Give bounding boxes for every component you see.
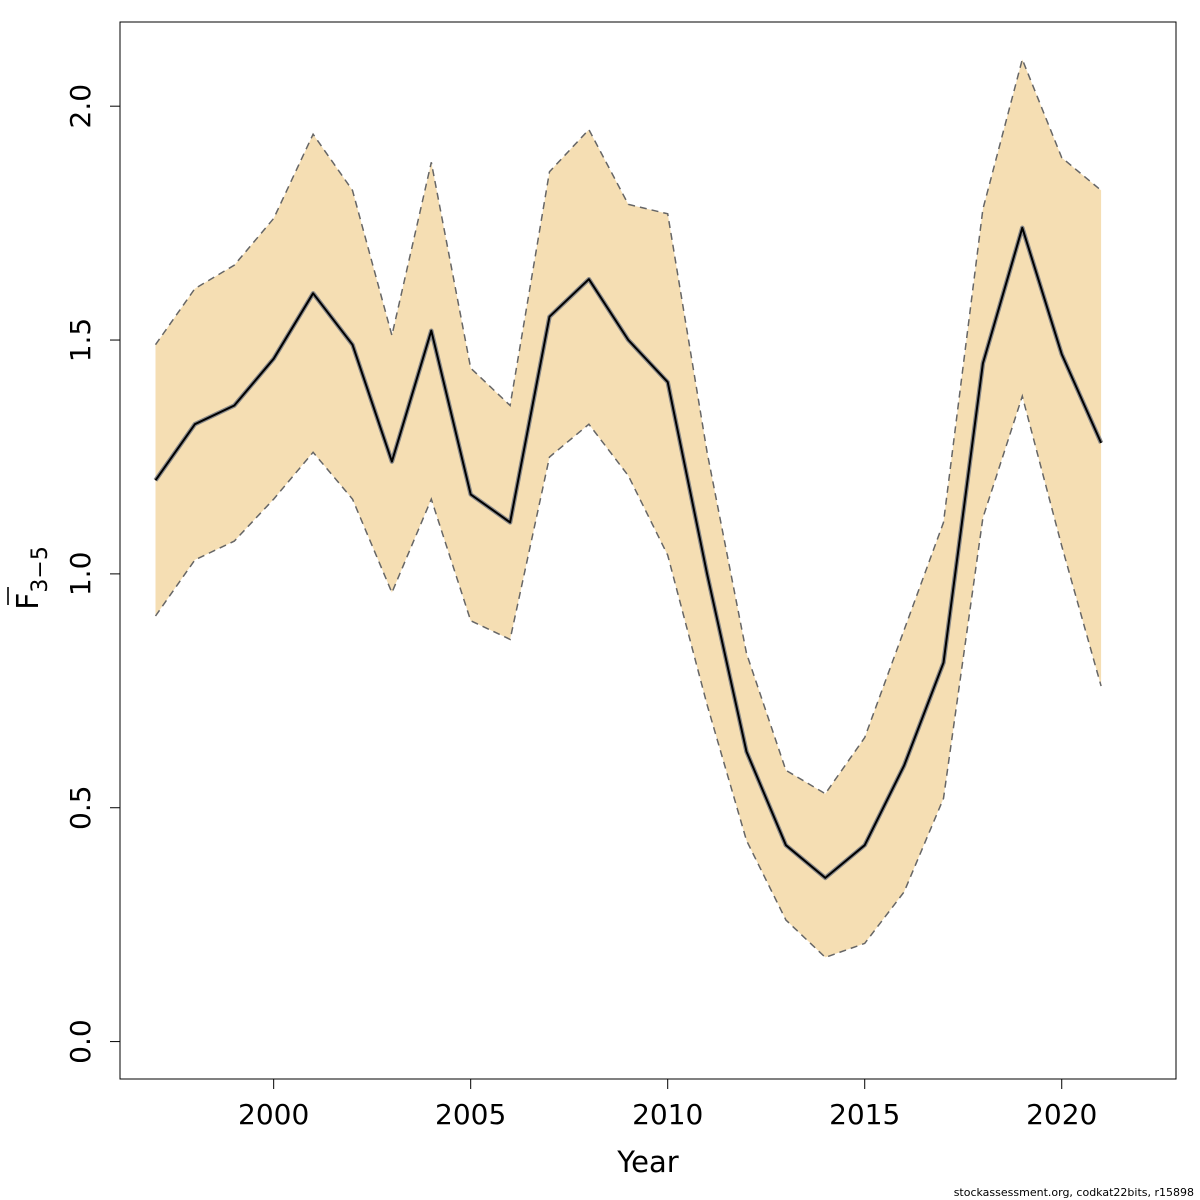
estimate-series bbox=[153, 225, 1104, 881]
y-tick-label: 0.5 bbox=[64, 785, 97, 830]
confidence-band bbox=[155, 59, 1102, 958]
estimate-line bbox=[154, 226, 1103, 879]
y-axis-label-main: F bbox=[11, 593, 46, 610]
y-tick-label: 1.5 bbox=[64, 318, 97, 363]
x-tick-label: 2005 bbox=[435, 1098, 506, 1131]
y-tick-label: 2.0 bbox=[64, 84, 97, 129]
y-axis-label-subscript: 3−5 bbox=[28, 546, 53, 592]
upper-bound-line bbox=[154, 57, 1102, 795]
y-tick-label-group: 1.5 bbox=[64, 318, 97, 363]
source-credit: stockassessment.org, codkat22bits, r1589… bbox=[954, 1186, 1194, 1199]
y-tick-label: 0.0 bbox=[64, 1019, 97, 1064]
y-tick-label-group: 0.5 bbox=[64, 785, 97, 830]
x-axis: 2000 2005 2010 2015 2020 bbox=[238, 1079, 1097, 1131]
confidence-band-area bbox=[155, 59, 1102, 958]
y-tick-label: 1.0 bbox=[64, 552, 97, 597]
y-axis: 0.0 0.5 1.0 1.5 2.0 bbox=[64, 84, 120, 1064]
y-tick-label-group: 0.0 bbox=[64, 1019, 97, 1064]
confidence-bounds bbox=[154, 57, 1102, 959]
x-tick-label: 2000 bbox=[238, 1098, 309, 1131]
y-axis-label: F3−5 bbox=[11, 546, 53, 610]
lower-bound-line bbox=[154, 393, 1102, 959]
y-axis-label-group: F3−5 bbox=[7, 546, 53, 610]
x-tick-label: 2010 bbox=[632, 1098, 703, 1131]
x-tick-label: 2020 bbox=[1026, 1098, 1097, 1131]
plot-frame bbox=[119, 21, 1177, 1080]
x-axis-label: Year bbox=[616, 1145, 678, 1179]
y-tick-label-group: 2.0 bbox=[64, 84, 97, 129]
x-tick-label: 2015 bbox=[829, 1098, 900, 1131]
y-tick-label-group: 1.0 bbox=[64, 552, 97, 597]
